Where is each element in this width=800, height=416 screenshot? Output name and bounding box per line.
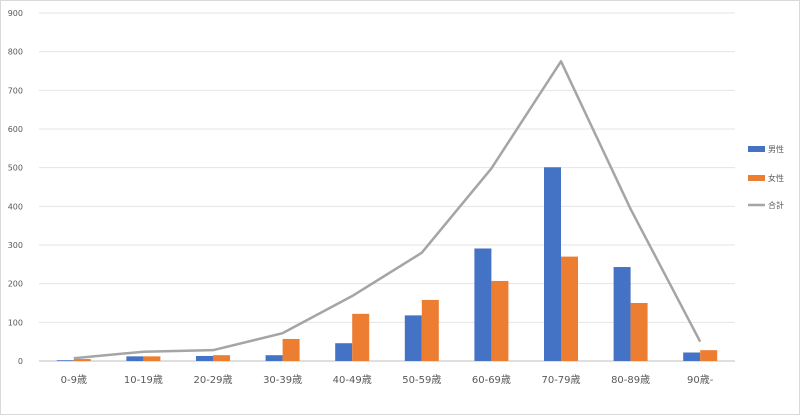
bar-female [143, 356, 161, 361]
y-tick-label: 900 [8, 9, 23, 18]
x-tick-label: 30-39歳 [263, 374, 302, 386]
x-tick-label: 0-9歳 [61, 374, 87, 386]
gridlines [39, 12, 735, 362]
legend-label: 男性 [768, 144, 784, 154]
legend-swatch [748, 146, 765, 152]
y-tick-label: 700 [8, 86, 23, 95]
bars [56, 167, 718, 361]
y-tick-label: 600 [8, 125, 23, 134]
y-tick-label: 400 [8, 202, 23, 211]
bar-female [700, 350, 718, 361]
bar-female [352, 313, 370, 361]
bar-female [491, 280, 509, 361]
bar-female [213, 355, 230, 361]
bar-male [265, 355, 283, 361]
bar-female [561, 256, 578, 361]
y-tick-label: 500 [8, 164, 23, 173]
line-total [73, 60, 702, 360]
y-axis-ticks: 0 100 200 300 400 500 600 700 800 900 [8, 9, 23, 366]
bar-male [613, 267, 631, 361]
x-tick-label: 90歳- [687, 374, 714, 386]
bar-female [282, 338, 300, 361]
bar-male [474, 248, 492, 361]
y-tick-label: 0 [18, 357, 23, 366]
total-line [73, 60, 702, 360]
x-tick-label: 60-69歳 [472, 374, 511, 386]
bar-female [73, 359, 91, 361]
x-axis-labels: 0-9歳 10-19歳 20-29歳 30-39歳 40-49歳 50-59歳 60-69歳… [61, 374, 714, 386]
legend-swatch [748, 175, 765, 181]
bar-male [683, 352, 701, 361]
legend-label: 合計 [768, 200, 784, 210]
x-tick-label: 40-49歳 [333, 374, 372, 386]
bar-male [126, 356, 144, 361]
legend-label: 女性 [768, 173, 784, 183]
bar-female [630, 303, 648, 361]
y-tick-label: 100 [8, 318, 23, 327]
y-tick-label: 800 [8, 48, 23, 57]
bar-male [404, 315, 422, 361]
bar-female [421, 299, 439, 361]
bar-male [335, 343, 353, 361]
y-tick-label: 300 [8, 241, 23, 250]
x-tick-label: 50-59歳 [402, 374, 441, 386]
x-tick-label: 20-29歳 [193, 374, 232, 386]
bar-male [56, 360, 74, 361]
y-tick-label: 200 [8, 280, 23, 289]
x-tick-label: 70-79歳 [541, 374, 580, 386]
bar-male [196, 355, 213, 361]
x-tick-label: 10-19歳 [124, 374, 163, 386]
bar-male [544, 167, 561, 361]
x-tick-label: 80-89歳 [611, 374, 650, 386]
